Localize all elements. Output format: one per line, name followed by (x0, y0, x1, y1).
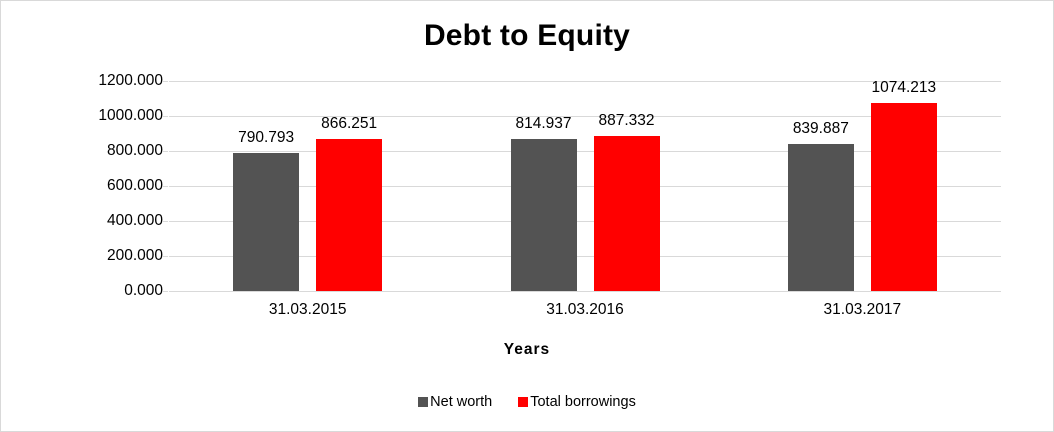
legend-label: Total borrowings (530, 394, 636, 410)
legend-label: Net worth (430, 394, 493, 410)
bar-value-label: 839.887 (792, 120, 849, 138)
y-axis-tick-mark (162, 116, 168, 117)
x-axis-category-label: 31.03.2017 (823, 301, 902, 318)
gridline (169, 116, 1001, 117)
gridline (169, 221, 1001, 222)
bar-value-label: 887.332 (598, 111, 655, 129)
y-axis-tick-label: 0.000 (124, 282, 163, 299)
y-axis-tick-labels: 1200.000 1000.000 800.000 600.000 400.000 200… (63, 1, 163, 431)
bar-borrowings-0[interactable] (316, 139, 383, 291)
bar-networth-0[interactable] (233, 152, 300, 291)
bar-value-label: 866.251 (321, 115, 378, 133)
gridline (169, 151, 1001, 152)
x-axis-category-label: 31.03.2015 (268, 301, 347, 318)
y-axis-tick-mark (162, 256, 168, 257)
bar-networth-2[interactable] (787, 144, 854, 291)
x-axis-title: Years (503, 341, 551, 358)
bar-borrowings-1[interactable] (593, 135, 660, 291)
y-axis-tick-mark (162, 186, 168, 187)
legend-swatch-icon (518, 397, 529, 407)
bar-value-label: 1074.213 (871, 79, 937, 97)
y-axis-tick-label: 400.000 (106, 212, 163, 229)
x-axis-category-label: 31.03.2016 (546, 301, 624, 318)
y-axis-tick-mark (162, 291, 168, 292)
y-axis-tick-mark (162, 151, 168, 152)
bar-value-label: 790.793 (238, 128, 295, 146)
chart-title: Debt to Equity (423, 19, 631, 52)
chart-legend: Net worth Total borrowings (1, 394, 1053, 410)
y-axis-tick-label: 800.000 (106, 142, 163, 159)
plot-area: 790.793 866.251 814.937 887.332 839.887 1074.… (162, 79, 1001, 292)
y-axis-tick-label: 1200.000 (98, 72, 163, 89)
gridline (169, 291, 1001, 292)
y-axis-tick-label: 600.000 (106, 177, 163, 194)
bar-borrowings-2[interactable] (870, 103, 937, 291)
y-axis-tick-mark (162, 221, 168, 222)
y-axis-tick-label: 200.000 (106, 247, 163, 264)
legend-swatch-icon (418, 397, 429, 407)
bar-networth-1[interactable] (510, 139, 577, 291)
y-axis-tick-label: 1000.000 (98, 107, 163, 124)
bar-value-label: 814.937 (515, 115, 572, 133)
legend-item-networth[interactable]: Net worth (418, 394, 492, 410)
gridline (169, 256, 1001, 257)
gridline (169, 186, 1001, 187)
gridline (169, 81, 1001, 82)
legend-item-borrowings[interactable]: Total borrowings (518, 394, 636, 410)
y-axis-tick-mark (162, 81, 168, 82)
